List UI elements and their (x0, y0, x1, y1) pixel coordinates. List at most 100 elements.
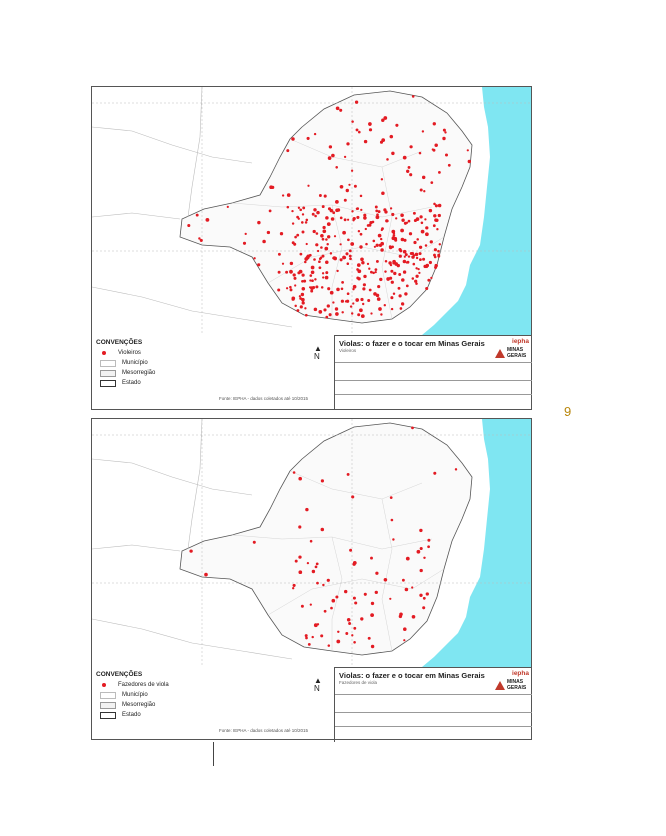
map-point (444, 131, 447, 134)
map-point (427, 545, 430, 549)
map-point (359, 245, 363, 249)
map-point (375, 243, 379, 247)
map-point (437, 213, 441, 218)
map-point (286, 149, 290, 153)
map-point (291, 297, 295, 301)
map-point (322, 583, 325, 587)
map-point (335, 312, 339, 316)
map-title: Violas: o fazer e o tocar em Minas Gerai… (339, 671, 485, 680)
map-point (383, 208, 387, 212)
map-point (367, 299, 371, 302)
map-point (433, 214, 437, 218)
ocean-area (422, 419, 531, 667)
map-point (318, 310, 323, 314)
map-point (351, 495, 355, 499)
map-point (357, 269, 362, 274)
map-point (312, 229, 316, 234)
point-symbol-icon (102, 351, 106, 355)
map-point (360, 617, 364, 621)
map-point (331, 598, 336, 603)
map-point (438, 243, 442, 246)
map-point (378, 307, 382, 311)
map-point (349, 548, 353, 552)
violeiros-points (187, 95, 471, 319)
map-point (346, 142, 350, 146)
map-point (398, 614, 403, 619)
map-point (333, 235, 337, 238)
map-point (195, 213, 199, 217)
legend-label: Violeiros (118, 350, 141, 356)
map-point (300, 292, 305, 297)
map-point (306, 561, 310, 565)
map-point (412, 262, 416, 266)
map-point (205, 218, 210, 222)
map-point (342, 255, 346, 260)
map-point (300, 604, 304, 608)
map-point (304, 313, 308, 317)
map-point (316, 210, 320, 215)
map-point (408, 232, 413, 236)
map-point (358, 130, 361, 134)
state-outline (179, 422, 473, 656)
map-point (297, 206, 301, 209)
map-point (380, 313, 383, 316)
map-point (360, 297, 364, 302)
map-point (346, 262, 350, 265)
map-point (353, 641, 356, 644)
map-point (374, 205, 378, 209)
map-panel (92, 87, 531, 335)
legend-label: Município (122, 360, 148, 366)
map-point (330, 606, 333, 610)
map-point (339, 184, 344, 189)
divider (335, 712, 532, 713)
map-point (421, 130, 425, 133)
map-point (311, 569, 316, 574)
map-point (380, 248, 384, 252)
map-point (356, 276, 360, 280)
map-point (277, 252, 281, 256)
map-point (329, 208, 334, 213)
map-point (299, 208, 303, 212)
map-point (360, 208, 363, 212)
map-point (407, 219, 411, 223)
map-point (291, 209, 294, 213)
map-point (306, 136, 310, 140)
map-point (340, 299, 345, 303)
map-point (370, 601, 375, 606)
map-point (336, 209, 339, 212)
map-point (359, 232, 363, 236)
map-point (381, 191, 385, 196)
map-point (368, 288, 372, 292)
map-point (294, 235, 297, 239)
map-point (374, 590, 378, 595)
map-point (402, 249, 407, 254)
map-point (269, 185, 273, 190)
map-point (400, 228, 404, 233)
map-point (357, 313, 361, 317)
map-point (341, 281, 344, 284)
map-point (327, 235, 331, 239)
legend-item-municipio: Município (94, 358, 332, 368)
map-point (418, 245, 423, 249)
map-point (419, 546, 423, 551)
map-point (327, 644, 331, 647)
map-point (390, 296, 394, 300)
map-point (356, 215, 360, 219)
map-point (386, 158, 389, 161)
map-point (336, 287, 340, 292)
map-sheet-violeiros: CONVENÇÕES Violeiros Município Mesorregi… (91, 86, 532, 410)
legend-label: Mesorregião (122, 702, 156, 708)
map-point (353, 184, 357, 188)
map-point (341, 311, 344, 314)
estado-symbol-icon (100, 711, 116, 719)
map-point (357, 229, 361, 233)
map-point (377, 233, 382, 238)
map-point (226, 205, 229, 209)
map-point (352, 219, 355, 222)
map-point (345, 632, 349, 635)
map-point (437, 249, 440, 253)
map-point (360, 314, 365, 318)
map-point (388, 245, 393, 250)
map-point (321, 254, 325, 258)
map-point (315, 562, 319, 566)
